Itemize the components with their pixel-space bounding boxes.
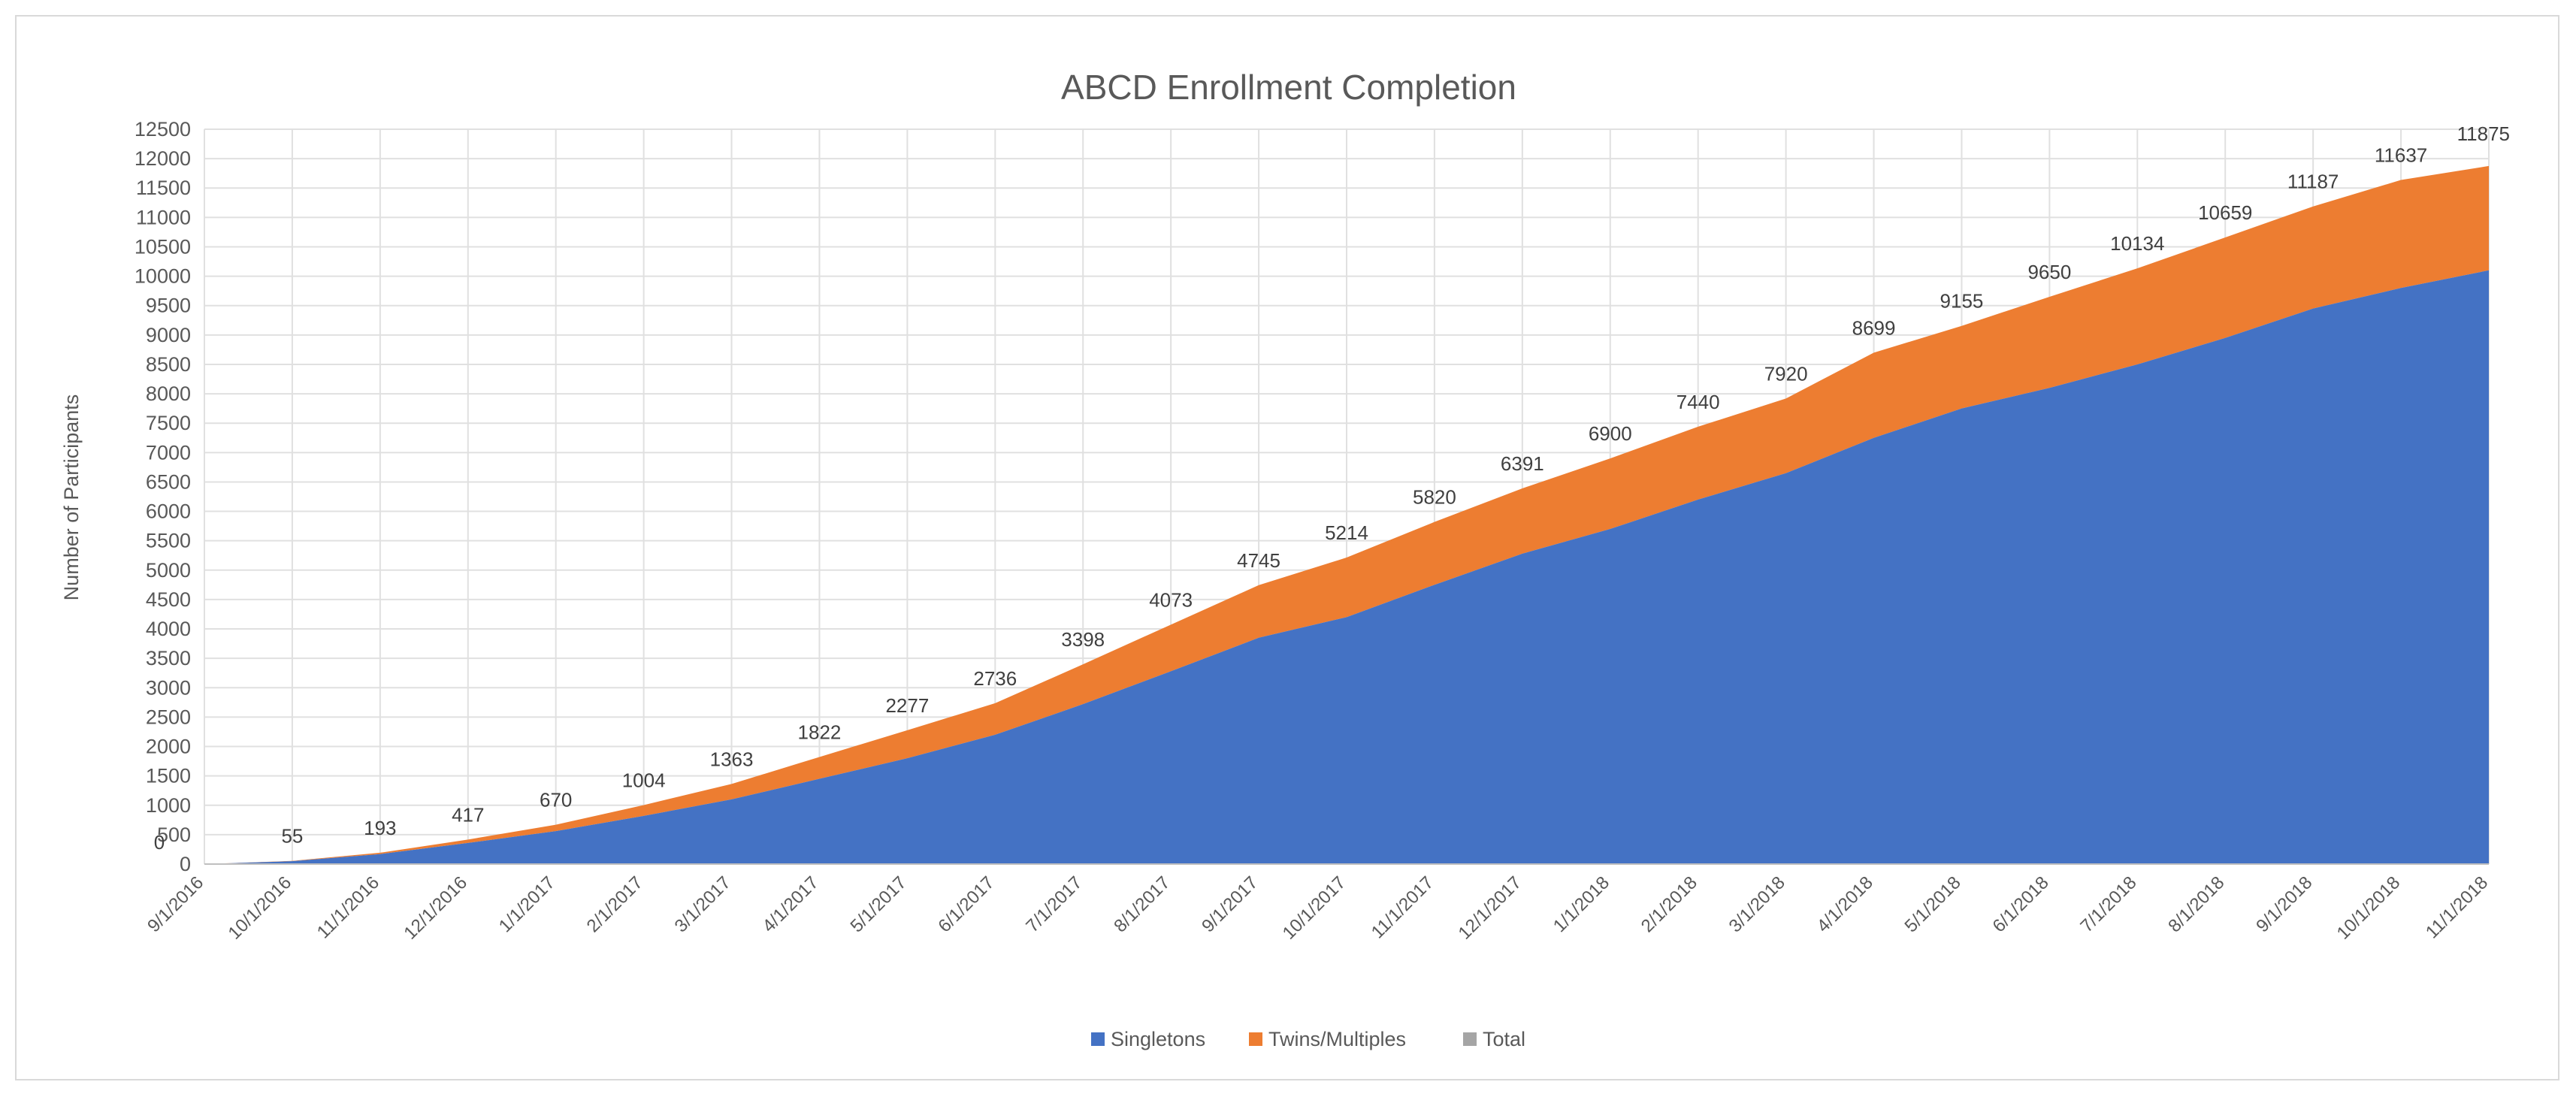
data-label: 6900 — [1589, 422, 1632, 445]
x-tick-label: 10/1/2016 — [225, 872, 296, 944]
y-tick-label: 9000 — [146, 324, 191, 346]
enrollment-chart: ABCD Enrollment Completion Number of Par… — [60, 68, 2510, 1050]
data-label: 1363 — [710, 748, 754, 770]
y-tick-label: 7000 — [146, 441, 191, 464]
x-tick-label: 12/1/2017 — [1454, 872, 1525, 944]
y-tick-label: 8500 — [146, 353, 191, 376]
data-label: 8699 — [1852, 316, 1896, 339]
x-tick-label: 1/1/2018 — [1550, 872, 1613, 936]
data-label: 2736 — [973, 667, 1017, 690]
series-area-singletons — [204, 270, 2489, 864]
y-tick-label: 5500 — [146, 530, 191, 552]
x-tick-label: 9/1/2016 — [144, 872, 207, 936]
y-tick-label: 12500 — [135, 118, 191, 141]
x-tick-label: 3/1/2018 — [1725, 872, 1789, 936]
legend-label: Twins/Multiples — [1268, 1028, 1406, 1050]
chart-frame: ABCD Enrollment Completion Number of Par… — [15, 15, 2559, 1080]
legend-swatch — [1091, 1032, 1105, 1046]
y-tick-label: 6500 — [146, 470, 191, 493]
x-tick-label: 4/1/2017 — [759, 872, 823, 936]
data-label: 10659 — [2198, 201, 2252, 224]
legend-swatch — [1249, 1032, 1262, 1046]
legend-label: Total — [1483, 1028, 1525, 1050]
data-label: 7440 — [1677, 391, 1720, 413]
x-tick-label: 8/1/2018 — [2164, 872, 2228, 936]
y-tick-label: 1500 — [146, 765, 191, 787]
legend-swatch — [1463, 1032, 1477, 1046]
y-tick-label: 6000 — [146, 500, 191, 523]
data-label: 7920 — [1764, 362, 1808, 385]
data-label: 417 — [452, 803, 484, 826]
y-axis-title: Number of Participants — [60, 394, 83, 601]
x-tick-label: 3/1/2017 — [671, 872, 735, 936]
data-label: 11637 — [2375, 144, 2427, 167]
y-tick-label: 11000 — [136, 206, 191, 228]
data-label: 1004 — [622, 769, 666, 791]
legend: Singletons Twins/Multiples Total — [1091, 1028, 1525, 1050]
data-label: 1822 — [798, 721, 842, 743]
data-label: 5820 — [1413, 486, 1456, 509]
y-tick-label: 4000 — [146, 618, 191, 640]
data-label: 2277 — [885, 694, 929, 717]
data-label: 10134 — [2110, 232, 2164, 255]
y-tick-label: 3500 — [146, 647, 191, 669]
x-tick-label: 5/1/2018 — [1901, 872, 1965, 936]
x-tick-label: 9/1/2018 — [2252, 872, 2316, 936]
y-tick-label: 10500 — [135, 235, 191, 258]
x-tick-label: 12/1/2016 — [400, 872, 471, 944]
series-area-twins-multiples — [204, 165, 2489, 864]
area-series — [204, 165, 2489, 864]
data-label: 6391 — [1501, 452, 1544, 475]
x-tick-label: 4/1/2018 — [1813, 872, 1877, 936]
y-tick-label: 10000 — [135, 265, 191, 288]
y-tick-label: 7500 — [146, 412, 191, 434]
data-label: 55 — [281, 825, 303, 848]
x-tick-label: 2/1/2018 — [1637, 872, 1701, 936]
y-tick-label: 12000 — [135, 147, 191, 170]
y-tick-label: 11500 — [136, 177, 191, 199]
x-tick-label: 11/1/2017 — [1368, 872, 1438, 942]
y-tick-label: 8000 — [146, 382, 191, 405]
data-label: 9155 — [1940, 290, 1984, 313]
data-label: 11875 — [2457, 122, 2510, 145]
y-tick-label: 0 — [180, 853, 191, 875]
data-label: 3398 — [1061, 628, 1105, 651]
x-tick-label: 10/1/2017 — [1279, 872, 1350, 944]
data-label: 4745 — [1237, 549, 1280, 572]
y-tick-label: 2000 — [146, 736, 191, 758]
x-tick-label: 2/1/2017 — [583, 872, 647, 936]
x-tick-label: 7/1/2018 — [2076, 872, 2140, 936]
data-label: 193 — [364, 817, 396, 839]
x-tick-label: 6/1/2017 — [934, 872, 998, 936]
data-label: 11187 — [2287, 171, 2339, 193]
data-label: 9650 — [2027, 261, 2071, 283]
y-tick-label: 4500 — [146, 588, 191, 611]
y-tick-label: 2500 — [146, 706, 191, 728]
x-tick-label: 8/1/2017 — [1110, 872, 1174, 936]
x-tick-label: 11/1/2018 — [2422, 872, 2492, 942]
data-label: 5214 — [1325, 521, 1368, 544]
data-label: 0 — [154, 831, 165, 854]
chart-title: ABCD Enrollment Completion — [1061, 68, 1516, 107]
x-tick-label: 5/1/2017 — [846, 872, 910, 936]
x-tick-label: 7/1/2017 — [1022, 872, 1086, 936]
y-tick-label: 5000 — [146, 559, 191, 582]
data-labels: 0 55 193 417 670 1004 1363 1822 2277 2736 3398 4073… — [154, 122, 2510, 854]
x-tick-label: 1/1/2017 — [495, 872, 559, 936]
x-tick-label: 11/1/2016 — [313, 872, 383, 942]
y-tick-label: 9500 — [146, 295, 191, 317]
x-tick-label: 9/1/2017 — [1198, 872, 1262, 936]
y-tick-label: 1000 — [146, 794, 191, 817]
x-tick-label: 6/1/2018 — [1988, 872, 2052, 936]
y-tick-labels: 0500100015002000250030003500400045005000… — [135, 118, 191, 875]
legend-label: Singletons — [1111, 1028, 1205, 1050]
y-tick-label: 3000 — [146, 676, 191, 699]
data-label: 4073 — [1149, 588, 1193, 611]
x-tick-labels: 9/1/2016 10/1/2016 11/1/2016 12/1/2016 1/1/2… — [144, 872, 2492, 944]
y-tick-label: 500 — [157, 824, 191, 846]
data-label: 670 — [540, 789, 572, 811]
x-tick-label: 10/1/2018 — [2333, 872, 2405, 944]
